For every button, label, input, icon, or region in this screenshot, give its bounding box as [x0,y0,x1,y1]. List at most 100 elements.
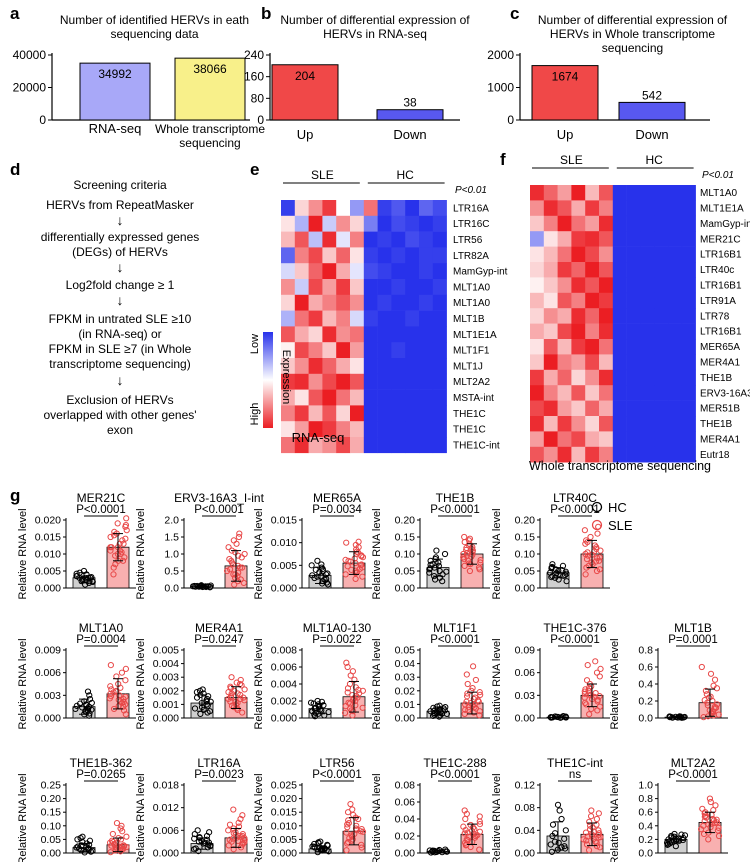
heatmap-cell [363,389,378,406]
panel-label-g: g [10,486,21,505]
heatmap-cell [294,358,309,375]
y-axis-label: Relative RNA level [609,638,621,729]
heatmap-cell [432,405,447,422]
heatmap-cell [377,310,392,327]
sle-point [477,559,484,566]
heatmap-f: MLT1A0 MLT1E1A MamGyp-int MER21C LTR16B1 LTR4… [529,153,750,473]
y-tick-label: 0 [257,113,264,127]
sle-point [592,658,599,665]
criteria-step-2-line-2: (DEGs) of HERVs [72,245,168,259]
heatmap-cell [336,247,351,264]
sle-point [352,684,359,691]
heatmap-cell [377,247,392,264]
sle-point [710,817,718,824]
y-tick-label: 1.0 [164,549,179,561]
heatmap-cell [294,263,309,280]
sle-point [343,659,350,666]
row-label: LTR16B1 [700,280,742,291]
hc-point [678,831,685,838]
subplot-MLT1A0-130: 0.000 0.002 0.004 0.006 0.008 Relative RNA le… [253,621,372,730]
p-value-label: P<0.0001 [76,504,126,516]
sle-point [463,698,470,705]
hc-point [679,836,687,844]
heatmap-cell [530,231,545,247]
sle-point [592,689,599,697]
heatmap-cell [668,246,683,263]
arrow-down-icon: ↓ [116,212,124,228]
heatmap-cell [681,231,696,247]
heatmap-cell [681,369,696,386]
heatmap-cell [294,200,309,217]
heatmap-cell [322,279,337,296]
sle-point [226,821,234,828]
sle-point [477,691,484,698]
sle-point [122,522,130,529]
y-tick-label: 0.08 [395,780,416,792]
bar [376,109,444,121]
sle-point [583,677,591,684]
sle-point [472,694,479,701]
hc-point [191,831,198,838]
heatmap-cell [419,247,434,264]
heatmap-cell [391,437,406,454]
sle-point [476,821,484,828]
sle-point [343,539,350,546]
y-tick-label: 0.09 [515,645,536,657]
subplot-THE1B: 0.00 0.05 0.10 0.15 0.20 Relative RNA level TH… [371,491,490,600]
y-tick-label: 0.010 [35,549,61,561]
heatmap-cell [681,262,696,278]
row-label: LTR91A [700,296,736,307]
y-tick-label: 0.002 [271,696,297,708]
y-tick-label: 80 [251,91,265,105]
sle-point [359,687,367,694]
p-value-label: P<0.0001 [430,769,480,781]
criteria-step-4-line-3: FPKM in SLE ≥7 (in Whole [48,342,192,356]
sle-point [585,847,593,854]
heatmap-cell [322,405,337,422]
heatmap-cell [322,342,337,359]
hc-point [558,815,565,823]
heatmap-cell [599,215,614,232]
heatmap-cell [626,308,641,324]
heatmap-cell [336,310,351,327]
sle-point [465,706,472,713]
sle-point [594,696,601,703]
hc-point [673,836,680,843]
hc-point [204,709,211,716]
heatmap-cell [681,323,696,340]
p-value-label: P<0.0001 [430,634,480,646]
heatmap-cell [419,310,434,327]
heatmap-cell [419,279,434,296]
hc-point [88,706,95,713]
heatmap-cell [599,277,614,294]
heatmap-xlabel: RNA-seq [292,430,345,445]
y-axis-label: Relative RNA level [253,638,265,729]
criteria-step-1: HERVs from RepeatMasker [46,198,194,212]
heatmap-cell [294,405,309,422]
sle-point [713,816,720,823]
sle-point [582,571,589,578]
y-axis-label: Relative RNA level [17,638,29,729]
heatmap-cell [391,200,406,217]
heatmap-cell [363,279,378,296]
y-tick-label: 1.5 [164,532,179,544]
heatmap-cell [654,323,669,340]
hc-point [311,840,318,848]
sle-point [225,827,232,834]
heatmap-cell [681,215,696,232]
heatmap-cell [405,405,420,422]
heatmap-cell [281,373,296,390]
heatmap-cell [281,231,296,248]
sle-point [235,823,243,830]
sle-point [476,566,483,573]
heatmap-cell [654,416,669,432]
hc-point [547,841,554,848]
heatmap-cell [654,354,669,371]
sle-point [585,691,592,698]
sle-point [707,670,715,677]
y-tick-label: 0.20 [41,793,62,805]
heatmap-cell [363,437,378,454]
hc-point [320,702,327,709]
heatmap-cell [668,323,683,340]
